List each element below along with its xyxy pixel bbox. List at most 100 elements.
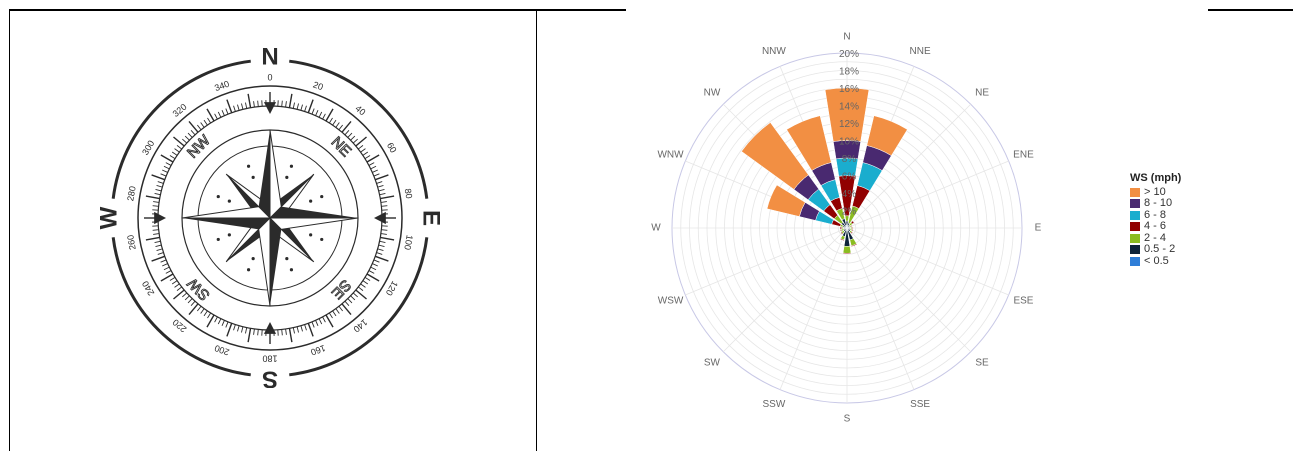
compass-tick bbox=[145, 236, 160, 241]
legend-item[interactable]: < 0.5 bbox=[1130, 255, 1181, 268]
compass-tick bbox=[145, 195, 160, 200]
compass-tick bbox=[169, 276, 176, 281]
wind-bar-s bbox=[842, 245, 852, 254]
compass-dot bbox=[285, 175, 289, 179]
legend-swatch bbox=[1130, 187, 1140, 197]
legend-item[interactable]: 4 - 6 bbox=[1130, 220, 1181, 233]
compass-dot bbox=[309, 233, 313, 237]
compass-tick bbox=[300, 104, 303, 111]
compass-tick bbox=[296, 326, 299, 333]
legend-label: > 10 bbox=[1144, 185, 1166, 198]
compass-star-point bbox=[268, 217, 359, 230]
compass-tick bbox=[237, 325, 240, 332]
wind-bar-ese bbox=[851, 228, 854, 232]
grid-spoke bbox=[722, 227, 848, 353]
compass-star-point bbox=[258, 130, 270, 218]
compass-tick bbox=[362, 280, 369, 285]
compass-tick bbox=[151, 255, 165, 262]
wind-bar-sse bbox=[850, 243, 858, 248]
compass-tick bbox=[380, 201, 387, 203]
wind-bar-sw bbox=[840, 231, 844, 235]
compass-tick bbox=[375, 174, 389, 181]
compass-tick bbox=[325, 108, 334, 122]
compass-degree-label: 200 bbox=[213, 343, 231, 358]
compass-degree-label: 0 bbox=[267, 72, 272, 82]
compass-tick bbox=[375, 255, 389, 262]
compass-tick bbox=[377, 185, 384, 188]
compass-dot bbox=[227, 233, 231, 237]
compass-tick bbox=[157, 252, 164, 255]
legend-swatch bbox=[1130, 233, 1140, 243]
compass-tick bbox=[174, 283, 180, 288]
compass-tick bbox=[176, 286, 183, 292]
compass-tick bbox=[379, 240, 386, 243]
compass-tick bbox=[162, 263, 168, 267]
legend-item[interactable]: 8 - 10 bbox=[1130, 197, 1181, 210]
compass-tick bbox=[203, 310, 208, 317]
compass-tick bbox=[372, 263, 378, 267]
legend-item[interactable]: > 10 bbox=[1130, 185, 1181, 199]
compass-dot bbox=[289, 164, 294, 168]
compass-tick bbox=[221, 110, 225, 116]
direction-label-ne: NE bbox=[975, 88, 989, 99]
compass-tick bbox=[338, 124, 344, 131]
compass-dot bbox=[246, 268, 251, 272]
compass-star-point bbox=[182, 218, 270, 230]
compass-degree-label: 340 bbox=[213, 79, 231, 94]
compass-tick bbox=[253, 328, 255, 335]
compass-tick bbox=[335, 122, 340, 128]
wind-bar-s bbox=[842, 252, 852, 255]
compass-tick bbox=[226, 323, 233, 337]
compass-tick bbox=[355, 289, 367, 300]
radial-tick-label: 20% bbox=[839, 49, 859, 60]
compass-tick bbox=[196, 305, 202, 312]
compass-tick bbox=[169, 155, 176, 160]
compass-tick bbox=[233, 105, 236, 112]
compass-tick bbox=[206, 314, 215, 328]
compass-marker bbox=[263, 322, 277, 334]
compass-tick bbox=[379, 193, 386, 196]
radial-tick-label: 12% bbox=[839, 119, 859, 130]
compass-degree-label: 40 bbox=[353, 103, 367, 117]
compass-degree-label: 260 bbox=[125, 234, 137, 251]
legend-item[interactable]: 2 - 4 bbox=[1130, 232, 1181, 245]
wind-rose-direction-labels: N NNE NE ENE E ESE SE SSE S SSW SW WSW W WNW NW NNW bbox=[651, 32, 1041, 425]
compass-tick bbox=[373, 173, 380, 177]
compass-tick bbox=[376, 252, 383, 255]
compass-tick bbox=[368, 270, 375, 274]
legend-item[interactable]: 6 - 8 bbox=[1130, 209, 1181, 222]
wind-rose-chart: 2% 4% 6% 8% 10% 12% 14% 16% 18% 20% N NNE NE ENE E ESE… bbox=[651, 32, 1041, 425]
compass-tick bbox=[151, 174, 165, 181]
compass-tick bbox=[226, 99, 233, 113]
compass-tick bbox=[160, 259, 167, 263]
compass-tick bbox=[380, 236, 395, 241]
compass-tick bbox=[173, 136, 185, 147]
frame-left-border bbox=[9, 9, 10, 451]
compass-tick bbox=[153, 201, 160, 203]
compass-tick bbox=[190, 300, 196, 306]
compass-tick bbox=[241, 326, 244, 333]
compass-ring bbox=[137, 85, 403, 351]
compass-tick bbox=[322, 113, 326, 120]
legend-label: 8 - 10 bbox=[1144, 197, 1173, 209]
legend-item[interactable]: 0.5 - 2 bbox=[1130, 243, 1181, 256]
compass-tick bbox=[307, 99, 314, 113]
wind-rose-radial-ticks: 2% 4% 6% 8% 10% 12% 14% 16% 18% 20% bbox=[839, 49, 859, 218]
compass-tick bbox=[332, 310, 337, 317]
compass-tick bbox=[318, 111, 323, 118]
compass-tick bbox=[368, 162, 375, 166]
legend-swatch bbox=[1130, 210, 1140, 220]
grid-spoke bbox=[846, 227, 915, 390]
wind-bar-nw bbox=[741, 122, 809, 190]
compass-tick bbox=[214, 113, 218, 120]
wind-bar-e bbox=[851, 226, 854, 230]
legend-swatch bbox=[1130, 256, 1140, 266]
compass-tick bbox=[174, 148, 180, 153]
compass-tick bbox=[182, 292, 188, 298]
compass-tick bbox=[281, 100, 283, 107]
radial-tick-label: 16% bbox=[839, 84, 859, 95]
compass-intercardinal-ne: NE bbox=[328, 134, 355, 161]
direction-label-sw: SW bbox=[704, 358, 721, 369]
compass-star-point bbox=[270, 206, 358, 218]
compass-tick bbox=[311, 321, 315, 328]
